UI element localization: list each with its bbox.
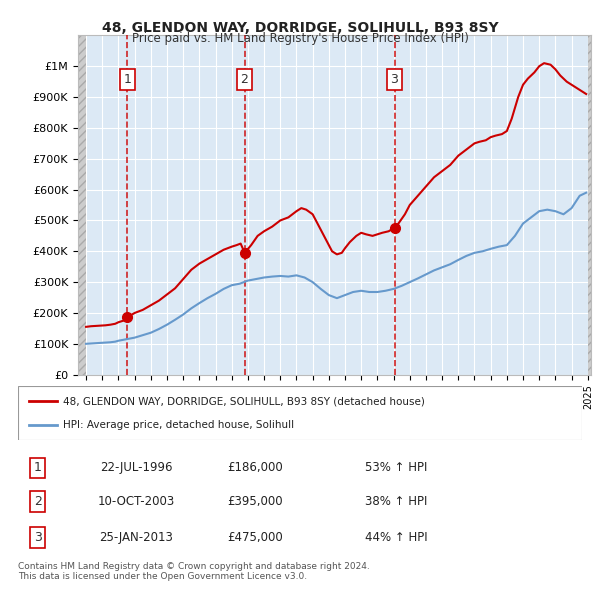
Text: 1: 1 (123, 73, 131, 86)
Text: 48, GLENDON WAY, DORRIDGE, SOLIHULL, B93 8SY: 48, GLENDON WAY, DORRIDGE, SOLIHULL, B93… (101, 21, 499, 35)
Bar (588, 35, 591, 375)
Text: 1: 1 (34, 461, 41, 474)
Text: 2: 2 (34, 495, 41, 508)
Text: Price paid vs. HM Land Registry's House Price Index (HPI): Price paid vs. HM Land Registry's House … (131, 32, 469, 45)
FancyBboxPatch shape (18, 386, 582, 440)
Text: £475,000: £475,000 (227, 531, 283, 544)
Text: 10-OCT-2003: 10-OCT-2003 (98, 495, 175, 508)
Bar (78, 35, 86, 375)
Text: 3: 3 (391, 73, 398, 86)
Text: 53% ↑ HPI: 53% ↑ HPI (365, 461, 427, 474)
Text: Contains HM Land Registry data © Crown copyright and database right 2024.: Contains HM Land Registry data © Crown c… (18, 562, 370, 571)
Text: This data is licensed under the Open Government Licence v3.0.: This data is licensed under the Open Gov… (18, 572, 307, 581)
Text: 2: 2 (241, 73, 248, 86)
Text: 44% ↑ HPI: 44% ↑ HPI (365, 531, 427, 544)
Text: 3: 3 (34, 531, 41, 544)
Text: 38% ↑ HPI: 38% ↑ HPI (365, 495, 427, 508)
Text: 48, GLENDON WAY, DORRIDGE, SOLIHULL, B93 8SY (detached house): 48, GLENDON WAY, DORRIDGE, SOLIHULL, B93… (63, 396, 425, 407)
Text: 25-JAN-2013: 25-JAN-2013 (100, 531, 173, 544)
Text: £186,000: £186,000 (227, 461, 283, 474)
Text: £395,000: £395,000 (227, 495, 283, 508)
Text: HPI: Average price, detached house, Solihull: HPI: Average price, detached house, Soli… (63, 419, 294, 430)
Text: 22-JUL-1996: 22-JUL-1996 (100, 461, 173, 474)
